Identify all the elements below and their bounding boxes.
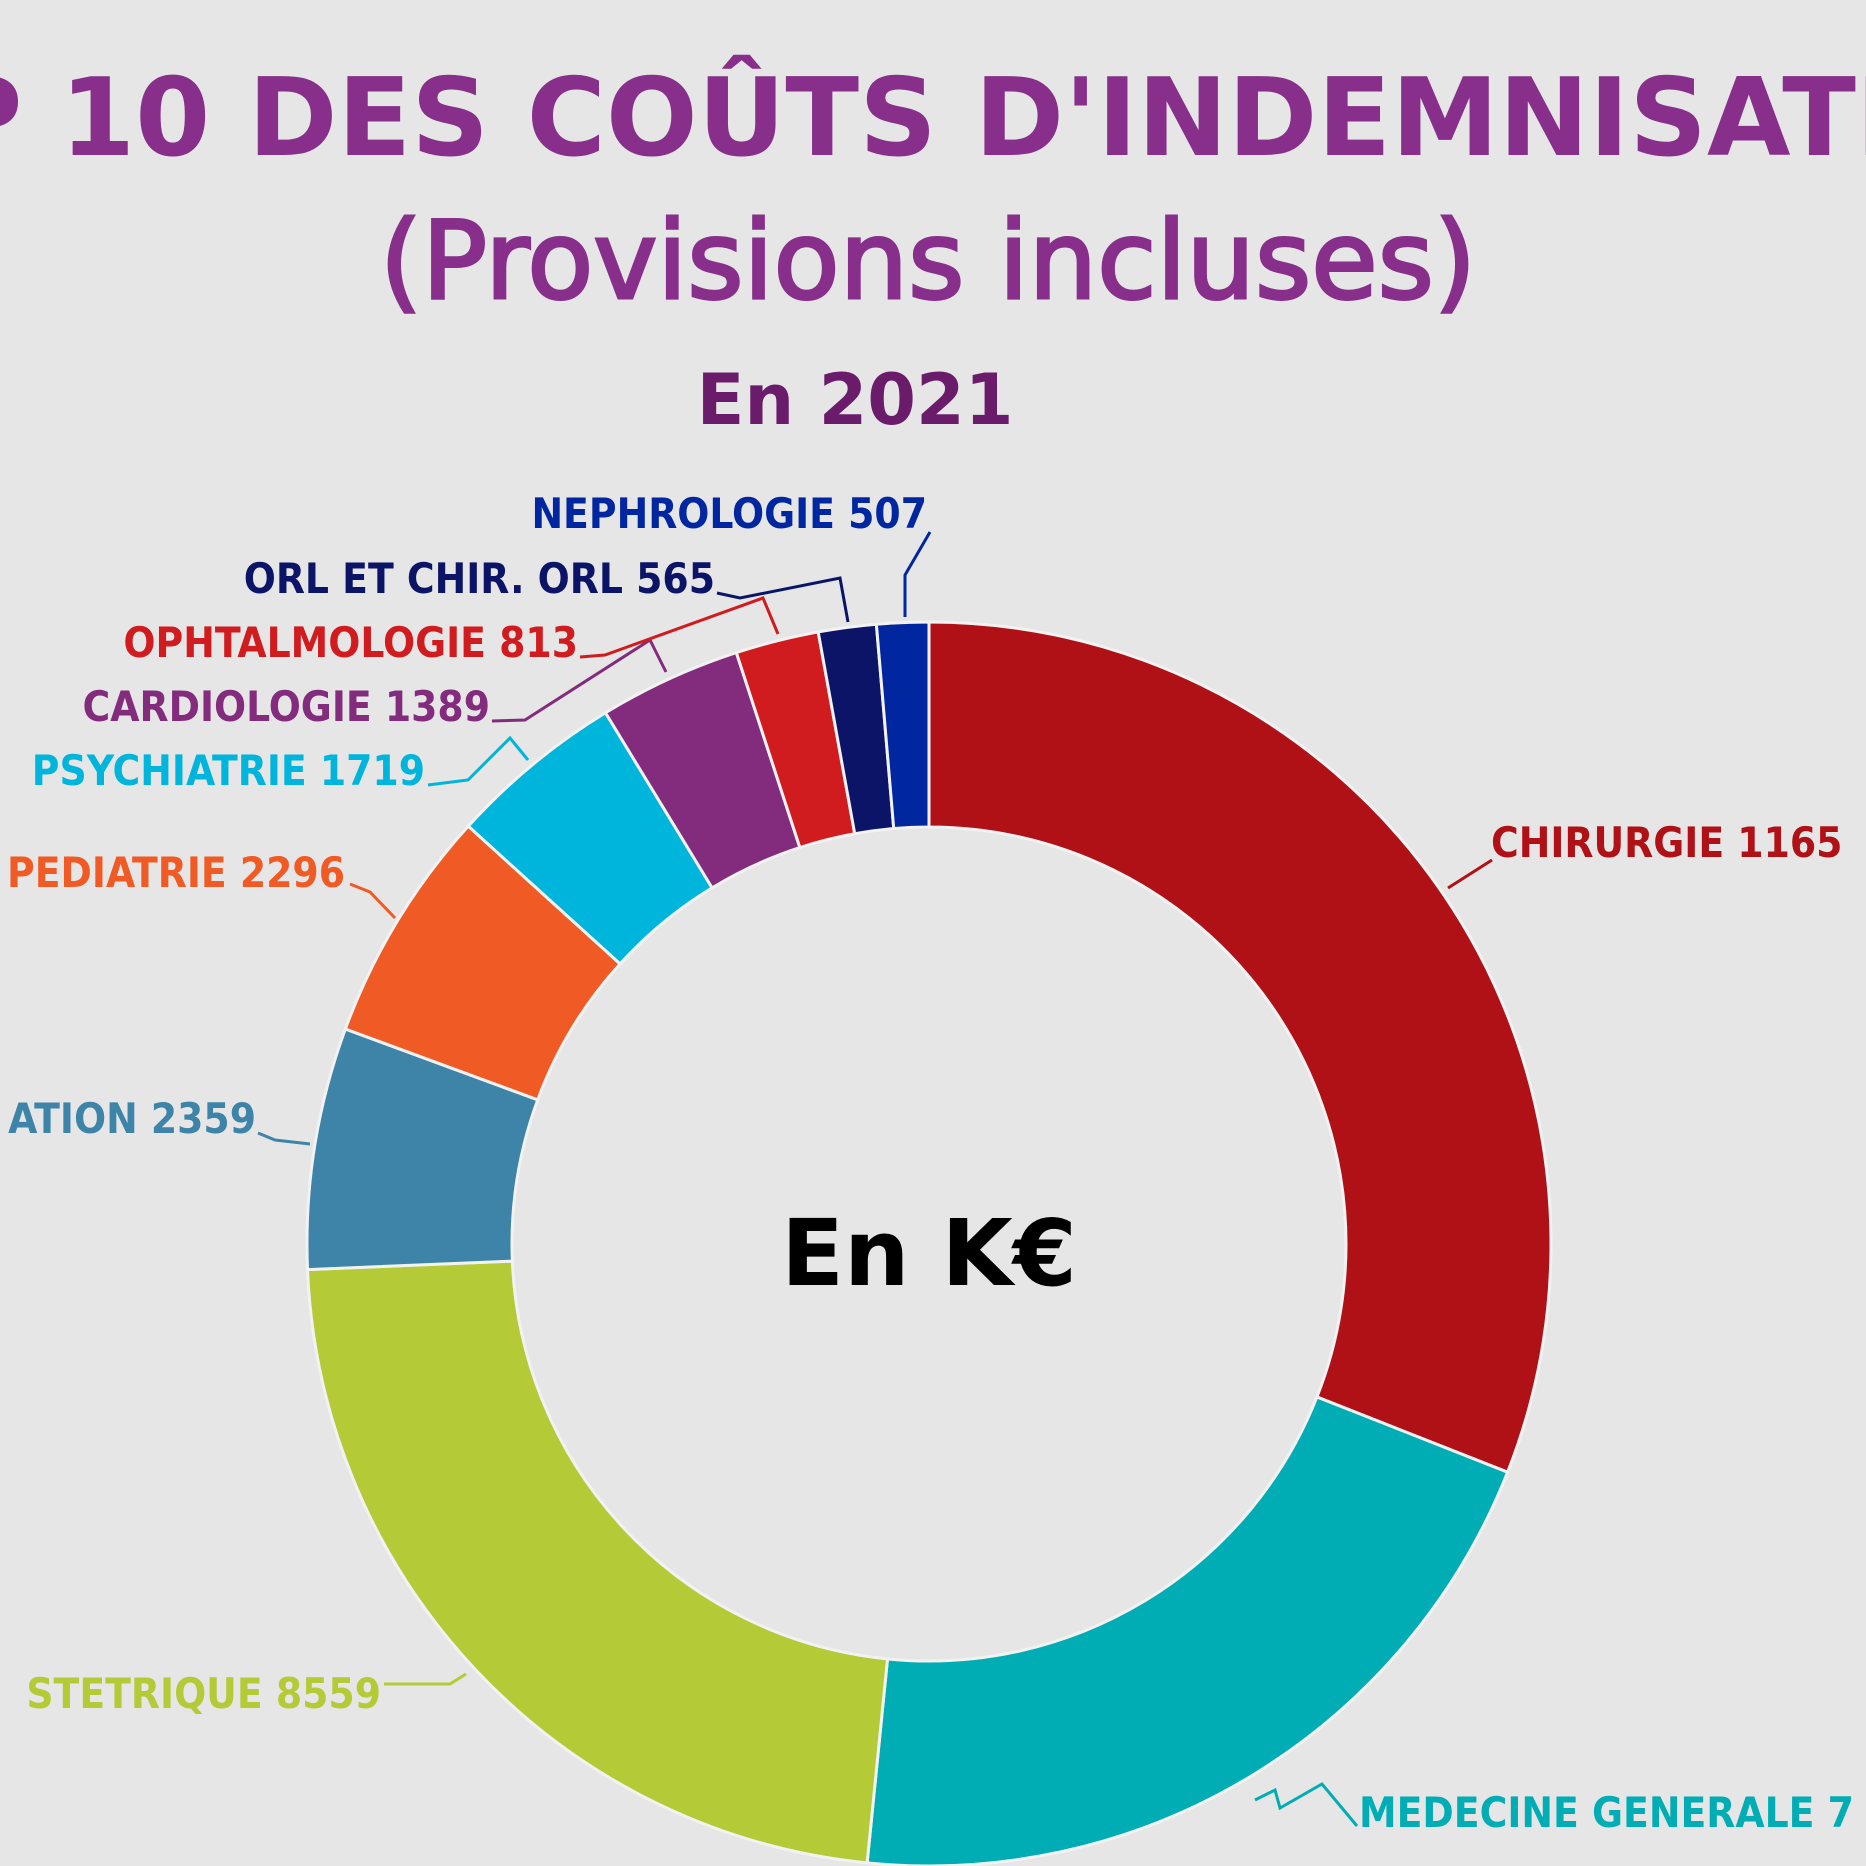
label-cardiologie: CARDIOLOGIE 1389	[83, 682, 491, 731]
donut-slice-2	[305, 1259, 890, 1865]
label-chirurgie: CHIRURGIE 1165	[1491, 818, 1842, 867]
label-anesthesie: ATION 2359	[8, 1094, 256, 1143]
chart-subtitle: (Provisions incluses)	[380, 199, 1476, 324]
leader-line-ophtalmologie	[579, 596, 780, 659]
label-pediatrie: PEDIATRIE 2296	[7, 848, 345, 897]
chart-period: En 2021	[697, 359, 1014, 441]
donut-slice-1	[865, 1395, 1510, 1866]
leader-line-chirurgie	[1447, 858, 1493, 890]
label-obstetrique: STETRIQUE 8559	[26, 1669, 381, 1718]
donut-slice-0	[927, 620, 1553, 1475]
chart-title: TOP 10 DES COÛTS D'INDEMNISATION	[0, 54, 1866, 181]
label-psychiatrie: PSYCHIATRIE 1719	[32, 746, 425, 795]
label-nephrologie: NEPHROLOGIE 507	[531, 489, 927, 538]
donut-slice-9	[874, 620, 931, 831]
center-label: En K€	[781, 1200, 1077, 1307]
leader-line-pediatrie	[349, 882, 397, 920]
leader-line-obstetrique	[384, 1672, 467, 1686]
leader-line-psychiatrie	[427, 735, 530, 787]
label-ophtalmologie: OPHTALMOLOGIE 813	[123, 618, 578, 667]
leader-line-orl	[716, 576, 850, 623]
leader-line-medecine	[1254, 1782, 1359, 1827]
leader-line-anesthesie	[257, 1131, 311, 1146]
leader-line-nephrologie	[903, 531, 932, 617]
label-medecine-generale: MEDECINE GENERALE 7	[1359, 1788, 1854, 1837]
label-orl: ORL ET CHIR. ORL 565	[244, 554, 715, 603]
leader-line-cardiologie	[491, 637, 668, 723]
